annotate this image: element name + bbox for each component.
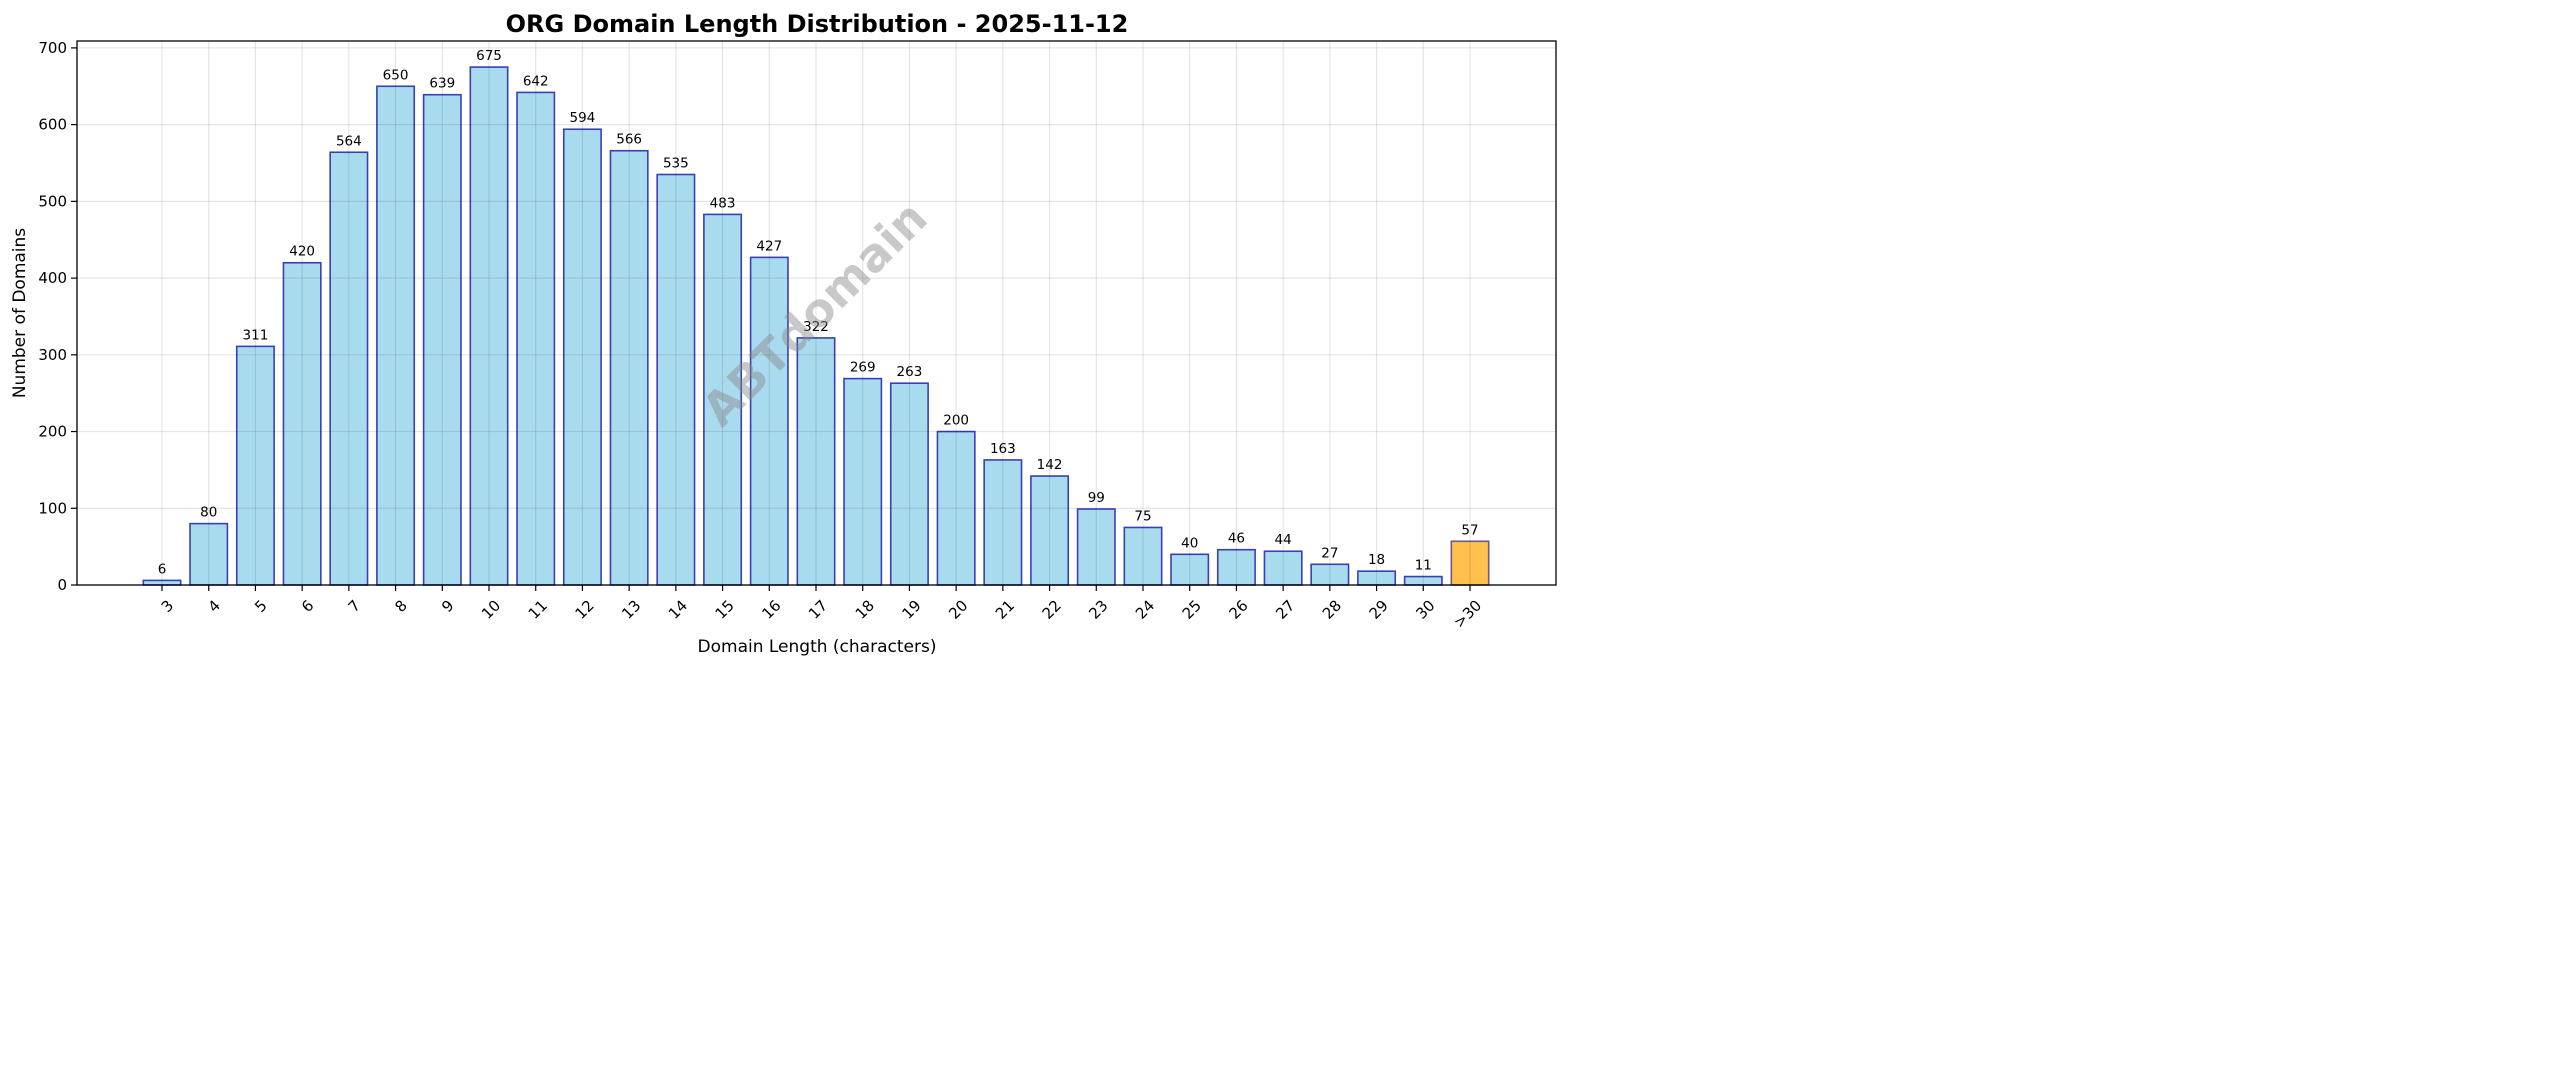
bar-value-label: 650 bbox=[383, 67, 409, 83]
x-tick-label: 29 bbox=[1366, 597, 1392, 623]
bar bbox=[282, 261, 322, 586]
bar-value-label: 18 bbox=[1368, 552, 1385, 568]
bar-value-label: 642 bbox=[523, 73, 549, 89]
bar-value-label: 269 bbox=[850, 360, 876, 376]
bar-value-label: 420 bbox=[289, 244, 315, 260]
bar bbox=[1170, 553, 1210, 586]
x-tick-label: 26 bbox=[1225, 597, 1251, 623]
x-tick-label: 4 bbox=[204, 597, 223, 616]
bar-value-label: 27 bbox=[1321, 545, 1338, 561]
bar bbox=[1216, 548, 1256, 586]
bar-value-label: 427 bbox=[756, 238, 782, 254]
chart-title: ORG Domain Length Distribution - 2025-11… bbox=[506, 10, 1129, 38]
x-tick-label: 16 bbox=[758, 597, 784, 623]
x-tick-label: 25 bbox=[1179, 597, 1205, 623]
bar bbox=[1030, 475, 1070, 586]
y-axis-label: Number of Domains bbox=[10, 228, 30, 398]
x-tick-label: 12 bbox=[571, 597, 597, 623]
bar-value-label: 11 bbox=[1415, 558, 1432, 574]
x-tick-label: 17 bbox=[805, 597, 831, 623]
bar-value-label: 163 bbox=[990, 441, 1016, 457]
bar-value-label: 80 bbox=[200, 505, 217, 521]
x-tick-label: 18 bbox=[852, 597, 878, 623]
bar bbox=[516, 91, 556, 586]
bar-value-label: 40 bbox=[1181, 535, 1198, 551]
bar bbox=[656, 173, 696, 586]
x-tick-label: 19 bbox=[898, 597, 924, 623]
y-tick-label: 200 bbox=[38, 423, 67, 441]
bar-value-label: 200 bbox=[943, 413, 969, 429]
bar bbox=[469, 66, 509, 586]
bar bbox=[189, 522, 229, 586]
bar bbox=[983, 459, 1023, 586]
y-tick-label: 0 bbox=[57, 576, 67, 594]
x-tick-label: 22 bbox=[1039, 597, 1065, 623]
bar-value-label: 46 bbox=[1228, 531, 1245, 547]
x-tick-label: 3 bbox=[158, 597, 177, 616]
bar-value-label: 483 bbox=[710, 195, 736, 211]
bar-value-label: 75 bbox=[1134, 508, 1151, 524]
bar-value-label: 535 bbox=[663, 156, 689, 172]
x-tick-label: 20 bbox=[945, 597, 971, 623]
bar-value-label: 57 bbox=[1461, 522, 1478, 538]
bar bbox=[1450, 540, 1490, 586]
bar-value-label: 311 bbox=[243, 327, 269, 343]
x-tick-label: 9 bbox=[438, 597, 457, 616]
x-tick-label: 30 bbox=[1412, 597, 1438, 623]
bar-value-label: 564 bbox=[336, 133, 362, 149]
y-tick-label: 700 bbox=[38, 39, 67, 57]
bar bbox=[562, 128, 602, 586]
bar-value-label: 639 bbox=[429, 76, 455, 92]
bar bbox=[1123, 526, 1163, 586]
bar bbox=[843, 377, 883, 586]
bar-value-label: 263 bbox=[897, 364, 923, 380]
bar bbox=[376, 85, 416, 586]
y-tick-label: 500 bbox=[38, 192, 67, 210]
x-tick-label: 14 bbox=[665, 597, 691, 623]
bar-value-label: 6 bbox=[158, 561, 167, 577]
x-tick-label: 7 bbox=[345, 597, 364, 616]
x-axis-label: Domain Length (characters) bbox=[698, 637, 937, 657]
bar-value-label: 322 bbox=[803, 319, 829, 335]
bar bbox=[796, 337, 836, 586]
bar bbox=[703, 213, 743, 586]
y-tick-label: 300 bbox=[38, 346, 67, 364]
x-tick-label: 24 bbox=[1132, 597, 1158, 623]
y-tick-label: 400 bbox=[38, 269, 67, 287]
x-tick-label: >30 bbox=[1450, 597, 1485, 632]
x-tick-label: 28 bbox=[1319, 597, 1345, 623]
plot-frame bbox=[76, 40, 1557, 586]
y-tick-label: 100 bbox=[38, 499, 67, 517]
bar bbox=[1076, 508, 1116, 586]
bar-value-label: 566 bbox=[616, 132, 642, 148]
x-tick-label: 21 bbox=[992, 597, 1018, 623]
bar bbox=[936, 430, 976, 586]
x-tick-label: 23 bbox=[1085, 597, 1111, 623]
x-tick-label: 27 bbox=[1272, 597, 1298, 623]
bar bbox=[422, 93, 462, 586]
x-tick-label: 10 bbox=[478, 597, 504, 623]
x-tick-label: 5 bbox=[251, 597, 270, 616]
bar bbox=[1263, 550, 1303, 586]
bar-value-label: 675 bbox=[476, 48, 502, 64]
bar-value-label: 99 bbox=[1088, 490, 1105, 506]
bar bbox=[329, 151, 369, 586]
y-tick-label: 600 bbox=[38, 116, 67, 134]
x-tick-label: 13 bbox=[618, 597, 644, 623]
x-tick-label: 8 bbox=[391, 597, 410, 616]
x-tick-label: 6 bbox=[298, 597, 317, 616]
x-tick-label: 11 bbox=[525, 597, 551, 623]
bar-value-label: 142 bbox=[1037, 457, 1063, 473]
bar-value-label: 44 bbox=[1275, 532, 1292, 548]
x-tick-label: 15 bbox=[712, 597, 738, 623]
bar-value-label: 594 bbox=[570, 110, 596, 126]
bar bbox=[889, 382, 929, 586]
bar bbox=[749, 256, 789, 586]
